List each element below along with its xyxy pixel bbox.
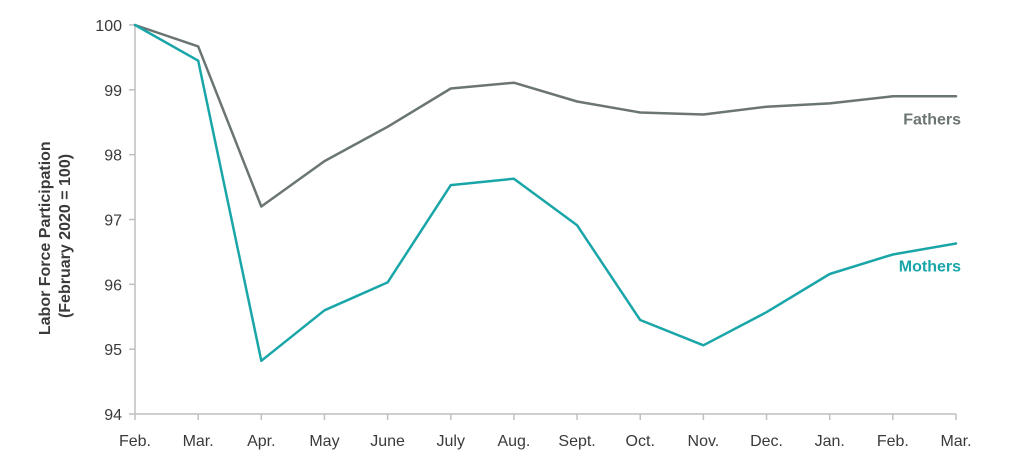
- series-labels: Fathers Mothers: [899, 111, 961, 275]
- x-tick-label: Feb.: [877, 433, 909, 450]
- y-tick-label: 99: [104, 83, 122, 100]
- y-tick-label: 97: [104, 213, 122, 230]
- axes: [134, 25, 956, 415]
- y-tick-label: 100: [95, 18, 122, 35]
- y-tick-label: 94: [104, 407, 122, 424]
- x-tick-label: Sept.: [558, 433, 595, 450]
- y-tick-labels: 94 95 96 97 98 99 100: [95, 18, 122, 424]
- tick-marks: [129, 24, 957, 420]
- x-tick-labels: Feb. Mar. Apr. May June July Aug. Sept. Oct. Nov.…: [119, 433, 972, 450]
- x-tick-label: Mar.: [940, 433, 971, 450]
- x-tick-label: Nov.: [688, 433, 720, 450]
- y-axis-title-line-1: Labor Force Participation: [37, 141, 54, 335]
- y-tick-label: 96: [104, 277, 122, 294]
- x-tick-label: Dec.: [750, 433, 783, 450]
- x-tick-label: Feb.: [119, 433, 151, 450]
- mothers-series-label: Mothers: [899, 258, 961, 275]
- fathers-series-line: [133, 23, 958, 208]
- x-tick-label: Oct.: [626, 433, 655, 450]
- y-axis-title: Labor Force Participation (February 2020…: [37, 137, 74, 335]
- y-tick-label: 98: [104, 148, 122, 165]
- y-tick-label: 95: [104, 342, 122, 359]
- series-lines: [133, 23, 958, 363]
- x-tick-label: Mar.: [183, 433, 214, 450]
- x-tick-label: Jan.: [815, 433, 845, 450]
- y-axis-title-line-2: (February 2020 = 100): [57, 154, 74, 318]
- fathers-series-label: Fathers: [903, 111, 961, 128]
- x-tick-label: Aug.: [497, 433, 530, 450]
- mothers-series-line: [133, 23, 958, 363]
- x-tick-label: July: [437, 433, 465, 450]
- x-tick-label: Apr.: [247, 433, 275, 450]
- x-tick-label: June: [370, 433, 405, 450]
- x-tick-label: May: [309, 433, 339, 450]
